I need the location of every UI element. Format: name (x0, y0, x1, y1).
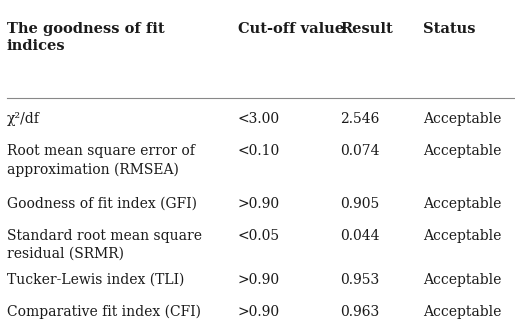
Text: Standard root mean square
residual (SRMR): Standard root mean square residual (SRMR… (7, 229, 201, 261)
Text: Acceptable: Acceptable (423, 305, 501, 319)
Text: <3.00: <3.00 (238, 112, 280, 126)
Text: >0.90: >0.90 (238, 197, 280, 211)
Text: Cut-off value: Cut-off value (238, 22, 344, 36)
Text: >0.90: >0.90 (238, 273, 280, 287)
Text: 0.074: 0.074 (340, 145, 380, 159)
Text: Acceptable: Acceptable (423, 197, 501, 211)
Text: <0.10: <0.10 (238, 145, 280, 159)
Text: Acceptable: Acceptable (423, 145, 501, 159)
Text: Tucker-Lewis index (TLI): Tucker-Lewis index (TLI) (7, 273, 184, 287)
Text: Status: Status (423, 22, 475, 36)
Text: >0.90: >0.90 (238, 305, 280, 319)
Text: Comparative fit index (CFI): Comparative fit index (CFI) (7, 305, 200, 319)
Text: Acceptable: Acceptable (423, 229, 501, 243)
Text: Result: Result (340, 22, 393, 36)
Text: <0.05: <0.05 (238, 229, 280, 243)
Text: 2.546: 2.546 (340, 112, 380, 126)
Text: 0.953: 0.953 (340, 273, 379, 287)
Text: χ²/df: χ²/df (7, 112, 39, 126)
Text: 0.963: 0.963 (340, 305, 379, 319)
Text: Goodness of fit index (GFI): Goodness of fit index (GFI) (7, 197, 196, 211)
Text: 0.905: 0.905 (340, 197, 379, 211)
Text: Root mean square error of
approximation (RMSEA): Root mean square error of approximation … (7, 145, 194, 177)
Text: The goodness of fit
indices: The goodness of fit indices (7, 22, 164, 53)
Text: Acceptable: Acceptable (423, 112, 501, 126)
Text: Acceptable: Acceptable (423, 273, 501, 287)
Text: 0.044: 0.044 (340, 229, 380, 243)
